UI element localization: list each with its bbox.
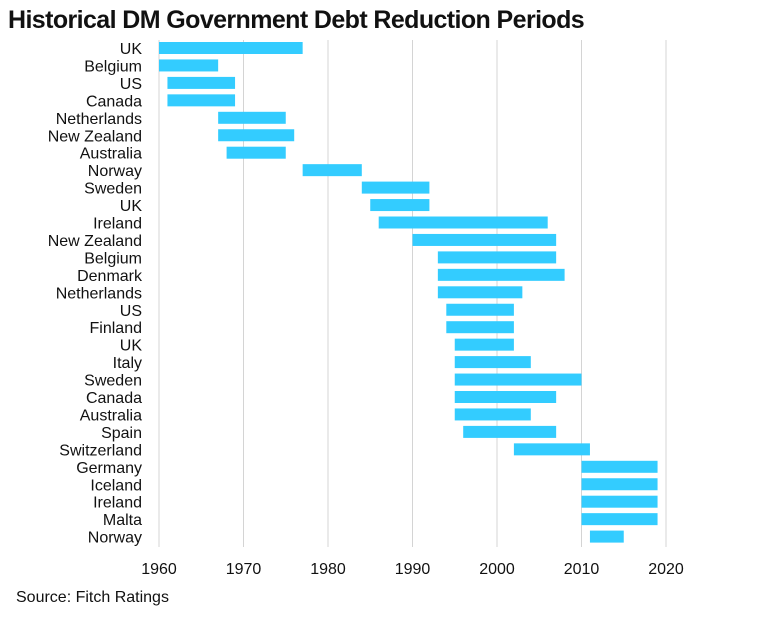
bar: [218, 111, 286, 124]
category-label: Germany: [76, 460, 142, 477]
category-label: Belgium: [84, 58, 142, 75]
bar: [167, 76, 236, 89]
x-tick-label: 2010: [564, 561, 600, 578]
bar: [581, 460, 658, 473]
category-label: Spain: [101, 425, 142, 442]
category-label: Australia: [80, 407, 142, 424]
bar: [454, 391, 557, 403]
bar: [159, 59, 219, 72]
category-label: Iceland: [90, 477, 142, 494]
category-label: Denmark: [77, 268, 143, 285]
category-label: Netherlands: [56, 285, 142, 302]
category-label: Sweden: [84, 373, 142, 390]
category-label: New Zealand: [48, 233, 142, 250]
bar: [454, 408, 531, 421]
bar: [454, 373, 582, 386]
bar: [437, 251, 557, 264]
bar: [378, 216, 548, 229]
bar: [437, 286, 523, 299]
source-note: Source: Fitch Ratings: [16, 589, 169, 606]
bar: [167, 94, 236, 107]
bar: [361, 181, 430, 194]
bar: [589, 530, 624, 543]
bar: [581, 513, 658, 526]
bar: [454, 356, 531, 369]
bar: [446, 303, 514, 316]
bar: [370, 199, 430, 212]
x-tick-label: 1980: [310, 561, 346, 578]
x-tick-label: 1970: [226, 561, 262, 578]
category-label: Italy: [113, 355, 142, 372]
category-label: Norway: [88, 163, 142, 180]
category-label: Netherlands: [56, 111, 142, 128]
x-tick-label: 1990: [395, 561, 431, 578]
category-label: US: [120, 303, 142, 320]
bar: [302, 164, 362, 177]
category-label: Belgium: [84, 250, 142, 267]
bar: [412, 233, 557, 246]
x-tick-labels: 1960 1970 1980 1990 2000 2010 2020: [141, 561, 684, 578]
bar: [454, 338, 514, 351]
bar: [218, 129, 295, 142]
bar: [446, 321, 514, 334]
category-label: Malta: [103, 512, 142, 529]
category-label: US: [120, 76, 142, 93]
x-tick-label: 1960: [141, 561, 177, 578]
category-label: Australia: [80, 146, 142, 163]
category-label: Canada: [86, 390, 142, 407]
category-label: UK: [120, 41, 143, 58]
category-label: UK: [120, 338, 143, 355]
category-label: UK: [120, 198, 143, 215]
category-label: Ireland: [93, 495, 142, 512]
category-label: Canada: [86, 93, 142, 110]
category-label: Sweden: [84, 181, 142, 198]
category-label: Ireland: [93, 216, 142, 233]
category-label: Norway: [88, 530, 142, 547]
bars: [159, 42, 658, 543]
chart-title: Historical DM Government Debt Reduction …: [8, 6, 585, 34]
category-label: Finland: [90, 320, 142, 337]
bar: [463, 425, 557, 438]
category-label: Switzerland: [59, 442, 142, 459]
bar: [513, 443, 590, 456]
bar: [437, 268, 565, 281]
x-tick-label: 2020: [648, 561, 684, 578]
bar: [581, 495, 658, 508]
bar: [226, 146, 286, 159]
category-label: New Zealand: [48, 128, 142, 145]
x-tick-label: 2000: [479, 561, 515, 578]
bar: [581, 478, 658, 491]
bar: [159, 42, 303, 54]
